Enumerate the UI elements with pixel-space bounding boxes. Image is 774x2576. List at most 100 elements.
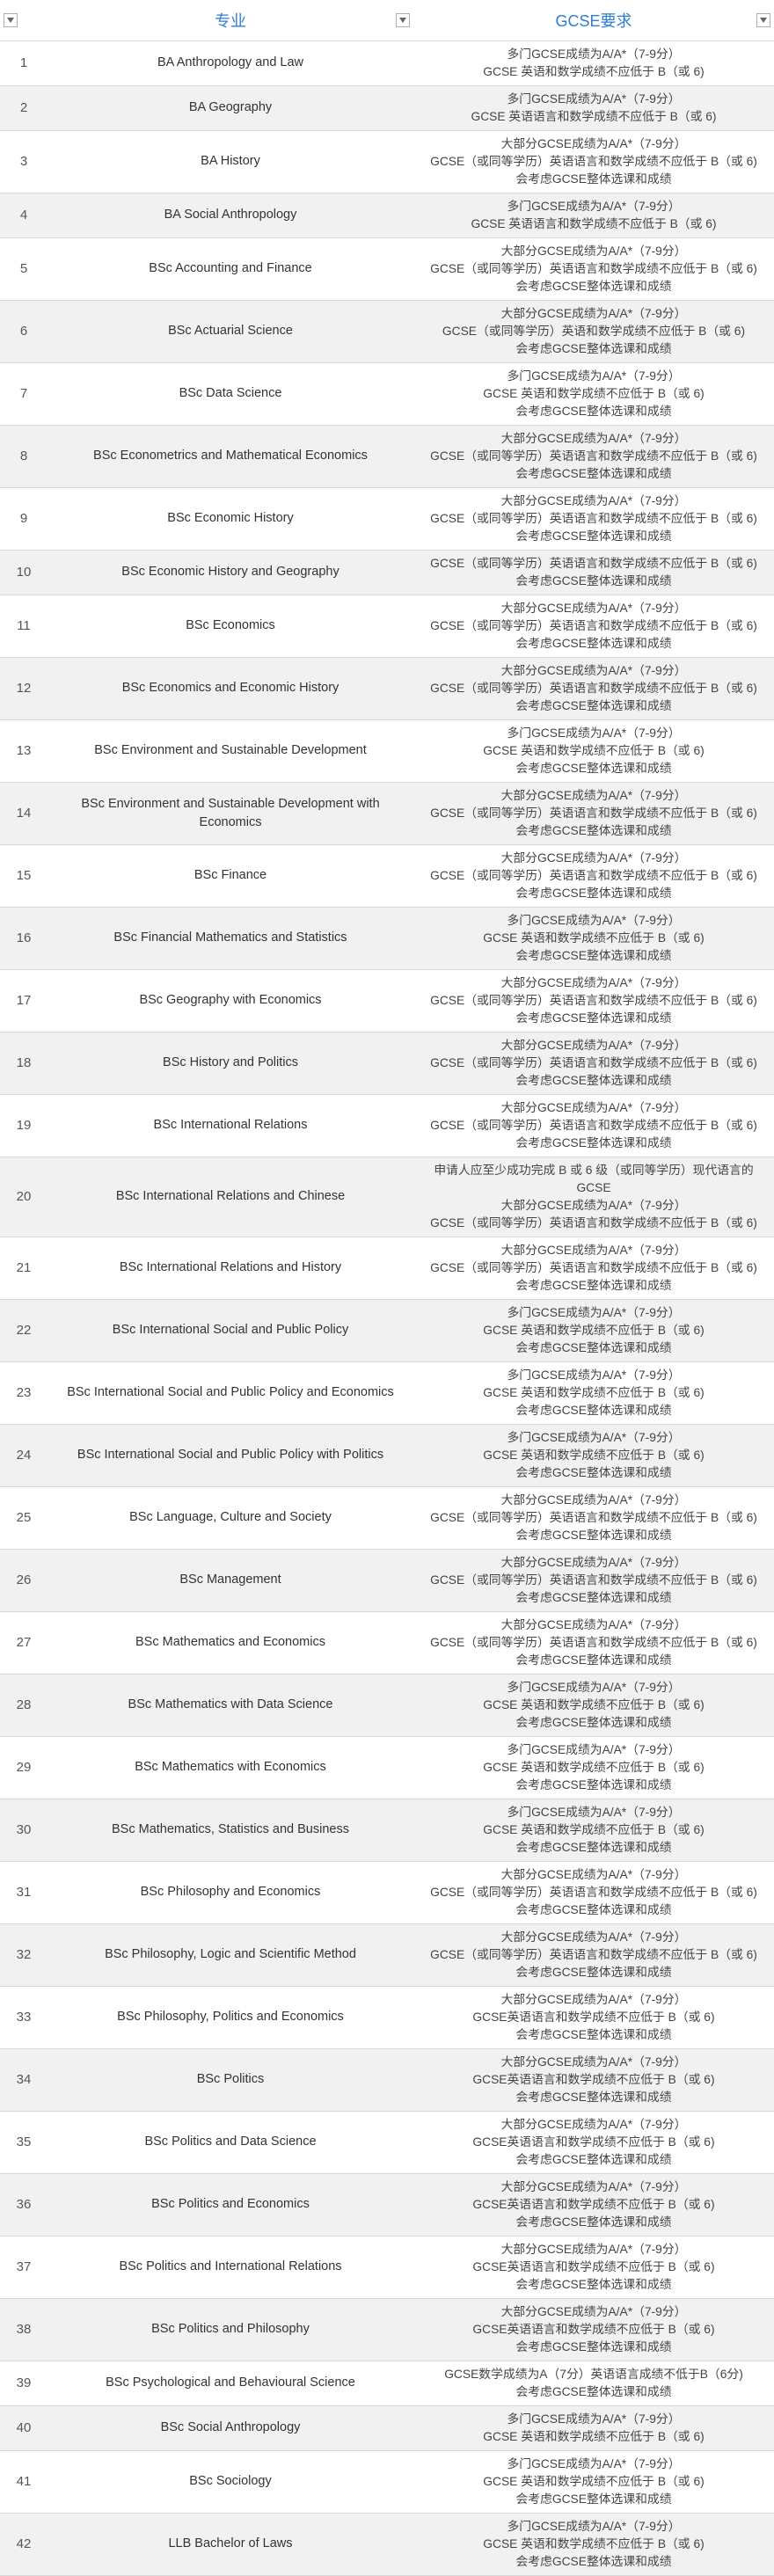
table-row: 27BSc Mathematics and Economics大部分GCSE成绩… (0, 1612, 774, 1675)
requirement-line: GCSE英语语言和数学成绩不应低于 B（或 6) (419, 2009, 769, 2026)
requirement-cell: 多门GCSE成绩为A/A*（7-9分）GCSE 英语和数学成绩不应低于 B（或 … (413, 2406, 774, 2451)
row-number: 18 (0, 1033, 47, 1095)
header-row: 专业 GCSE要求 (0, 0, 774, 41)
table-row: 12BSc Economics and Economic History大部分G… (0, 658, 774, 720)
table-row: 3BA History大部分GCSE成绩为A/A*（7-9分）GCSE（或同等学… (0, 131, 774, 193)
requirement-line: 多门GCSE成绩为A/A*（7-9分） (419, 1429, 769, 1447)
requirement-line: 多门GCSE成绩为A/A*（7-9分） (419, 1367, 769, 1384)
major-cell: BSc International Relations and Chinese (47, 1157, 413, 1237)
major-cell: BSc Sociology (47, 2451, 413, 2514)
major-cell: BSc International Relations (47, 1095, 413, 1157)
table-row: 19BSc International Relations大部分GCSE成绩为A… (0, 1095, 774, 1157)
header-major-label: 专业 (215, 12, 246, 30)
header-major: 专业 (47, 0, 413, 41)
requirement-line: GCSE（或同等学历）英语语言和数学成绩不应低于 B（或 6) (419, 680, 769, 697)
requirement-line: 会考虑GCSE整体选课和成绩 (419, 2276, 769, 2294)
row-number: 23 (0, 1362, 47, 1425)
requirement-cell: 申请人应至少成功完成 B 或 6 级（或同等学历）现代语言的GCSE大部分GCS… (413, 1157, 774, 1237)
requirement-line: 多门GCSE成绩为A/A*（7-9分） (419, 2518, 769, 2536)
table-row: 34BSc Politics大部分GCSE成绩为A/A*（7-9分）GCSE英语… (0, 2049, 774, 2112)
row-number: 14 (0, 783, 47, 845)
major-cell: BSc Data Science (47, 363, 413, 426)
requirement-line: 会考虑GCSE整体选课和成绩 (419, 1135, 769, 1152)
requirement-line: GCSE英语语言和数学成绩不应低于 B（或 6) (419, 2259, 769, 2276)
major-cell: BSc Economic History (47, 488, 413, 551)
row-number: 2 (0, 86, 47, 131)
requirement-line: 大部分GCSE成绩为A/A*（7-9分） (419, 2303, 769, 2321)
row-number: 1 (0, 41, 47, 86)
table-row: 33BSc Philosophy, Politics and Economics… (0, 1987, 774, 2049)
requirement-line: GCSE（或同等学历）英语语言和数学成绩不应低于 B（或 6) (419, 1259, 769, 1277)
requirement-cell: 大部分GCSE成绩为A/A*（7-9分）GCSE（或同等学历）英语语言和数学成绩… (413, 783, 774, 845)
major-cell: BSc Econometrics and Mathematical Econom… (47, 426, 413, 488)
requirement-line: 大部分GCSE成绩为A/A*（7-9分） (419, 1991, 769, 2009)
requirement-cell: 大部分GCSE成绩为A/A*（7-9分）GCSE（或同等学历）英语语言和数学成绩… (413, 1487, 774, 1550)
requirement-line: GCSE英语语言和数学成绩不应低于 B（或 6) (419, 2134, 769, 2151)
requirement-line: GCSE 英语和数学成绩不应低于 B（或 6) (419, 1447, 769, 1464)
requirement-line: GCSE 英语和数学成绩不应低于 B（或 6) (419, 2428, 769, 2446)
major-cell: BSc International Social and Public Poli… (47, 1300, 413, 1362)
requirement-line: 大部分GCSE成绩为A/A*（7-9分） (419, 2054, 769, 2071)
major-cell: BSc Finance (47, 845, 413, 908)
requirement-line: GCSE（或同等学历）英语语言和数学成绩不应低于 B（或 6) (419, 1946, 769, 1964)
requirement-line: 大部分GCSE成绩为A/A*（7-9分） (419, 850, 769, 867)
requirement-cell: 大部分GCSE成绩为A/A*（7-9分）GCSE（或同等学历）英语语言和数学成绩… (413, 1862, 774, 1924)
major-cell: BSc Philosophy, Politics and Economics (47, 1987, 413, 2049)
requirement-line: GCSE（或同等学历）英语语言和数学成绩不应低于 B（或 6) (419, 1215, 769, 1232)
table-row: 26BSc Management大部分GCSE成绩为A/A*（7-9分）GCSE… (0, 1550, 774, 1612)
requirement-line: 大部分GCSE成绩为A/A*（7-9分） (419, 2241, 769, 2259)
table-row: 7BSc Data Science多门GCSE成绩为A/A*（7-9分）GCSE… (0, 363, 774, 426)
requirement-cell: 多门GCSE成绩为A/A*（7-9分）GCSE 英语和数学成绩不应低于 B（或 … (413, 1799, 774, 1862)
table-row: 23BSc International Social and Public Po… (0, 1362, 774, 1425)
requirement-line: GCSE 英语和数学成绩不应低于 B（或 6) (419, 1759, 769, 1777)
filter-dropdown-req[interactable] (756, 13, 770, 27)
requirement-line: GCSE（或同等学历）英语语言和数学成绩不应低于 B（或 6) (419, 260, 769, 278)
requirement-line: GCSE（或同等学历）英语语言和数学成绩不应低于 B（或 6) (419, 448, 769, 465)
row-number: 29 (0, 1737, 47, 1799)
row-number: 28 (0, 1675, 47, 1737)
requirement-cell: 大部分GCSE成绩为A/A*（7-9分）GCSE（或同等学历）英语语言和数学成绩… (413, 1237, 774, 1300)
requirement-line: GCSE（或同等学历）英语语言和数学成绩不应低于 B（或 6) (419, 1117, 769, 1135)
requirement-line: 大部分GCSE成绩为A/A*（7-9分） (419, 1492, 769, 1509)
requirement-cell: 大部分GCSE成绩为A/A*（7-9分）GCSE（或同等学历）英语语言和数学成绩… (413, 658, 774, 720)
major-cell: BSc Mathematics with Data Science (47, 1675, 413, 1737)
requirement-line: 多门GCSE成绩为A/A*（7-9分） (419, 2456, 769, 2473)
requirement-cell: 大部分GCSE成绩为A/A*（7-9分）GCSE（或同等学历）英语语言和数学成绩… (413, 426, 774, 488)
requirement-line: 大部分GCSE成绩为A/A*（7-9分） (419, 600, 769, 617)
row-number: 25 (0, 1487, 47, 1550)
requirement-line: GCSE 英语和数学成绩不应低于 B（或 6) (419, 742, 769, 760)
table-row: 38BSc Politics and Philosophy大部分GCSE成绩为A… (0, 2299, 774, 2361)
requirement-line: 会考虑GCSE整体选课和成绩 (419, 1527, 769, 1544)
requirement-line: 大部分GCSE成绩为A/A*（7-9分） (419, 243, 769, 260)
requirement-line: GCSE（或同等学历）英语语言和数学成绩不应低于 B（或 6) (419, 1634, 769, 1652)
requirement-line: GCSE英语语言和数学成绩不应低于 B（或 6) (419, 2196, 769, 2214)
table-row: 4BA Social Anthropology多门GCSE成绩为A/A*（7-9… (0, 193, 774, 238)
requirement-cell: 多门GCSE成绩为A/A*（7-9分）GCSE 英语和数学成绩不应低于 B（或 … (413, 363, 774, 426)
requirement-cell: 多门GCSE成绩为A/A*（7-9分）GCSE 英语和数学成绩不应低于 B（或 … (413, 1425, 774, 1487)
row-number: 27 (0, 1612, 47, 1675)
major-cell: BSc Politics and International Relations (47, 2237, 413, 2299)
requirement-line: 大部分GCSE成绩为A/A*（7-9分） (419, 135, 769, 153)
requirement-line: 会考虑GCSE整体选课和成绩 (419, 278, 769, 296)
table-row: 13BSc Environment and Sustainable Develo… (0, 720, 774, 783)
row-number: 41 (0, 2451, 47, 2514)
requirement-line: 大部分GCSE成绩为A/A*（7-9分） (419, 2178, 769, 2196)
table-row: 11BSc Economics大部分GCSE成绩为A/A*（7-9分）GCSE（… (0, 595, 774, 658)
requirement-line: 大部分GCSE成绩为A/A*（7-9分） (419, 1099, 769, 1117)
row-number: 7 (0, 363, 47, 426)
row-number: 40 (0, 2406, 47, 2451)
row-number: 21 (0, 1237, 47, 1300)
row-number: 39 (0, 2361, 47, 2406)
requirement-cell: 多门GCSE成绩为A/A*（7-9分）GCSE 英语和数学成绩不应低于 B（或 … (413, 720, 774, 783)
requirement-line: 会考虑GCSE整体选课和成绩 (419, 2026, 769, 2044)
requirement-line: GCSE（或同等学历）英语语言和数学成绩不应低于 B（或 6) (419, 1509, 769, 1527)
requirement-cell: 大部分GCSE成绩为A/A*（7-9分）GCSE（或同等学历）英语语言和数学成绩… (413, 1033, 774, 1095)
requirement-line: 会考虑GCSE整体选课和成绩 (419, 2553, 769, 2571)
header-req: GCSE要求 (413, 0, 774, 41)
row-number: 24 (0, 1425, 47, 1487)
row-number: 26 (0, 1550, 47, 1612)
requirement-cell: 大部分GCSE成绩为A/A*（7-9分）GCSE英语语言和数学成绩不应低于 B（… (413, 1987, 774, 2049)
major-cell: LLB Bachelor of Laws (47, 2514, 413, 2576)
filter-dropdown-major[interactable] (396, 13, 410, 27)
filter-dropdown-num[interactable] (4, 13, 18, 27)
